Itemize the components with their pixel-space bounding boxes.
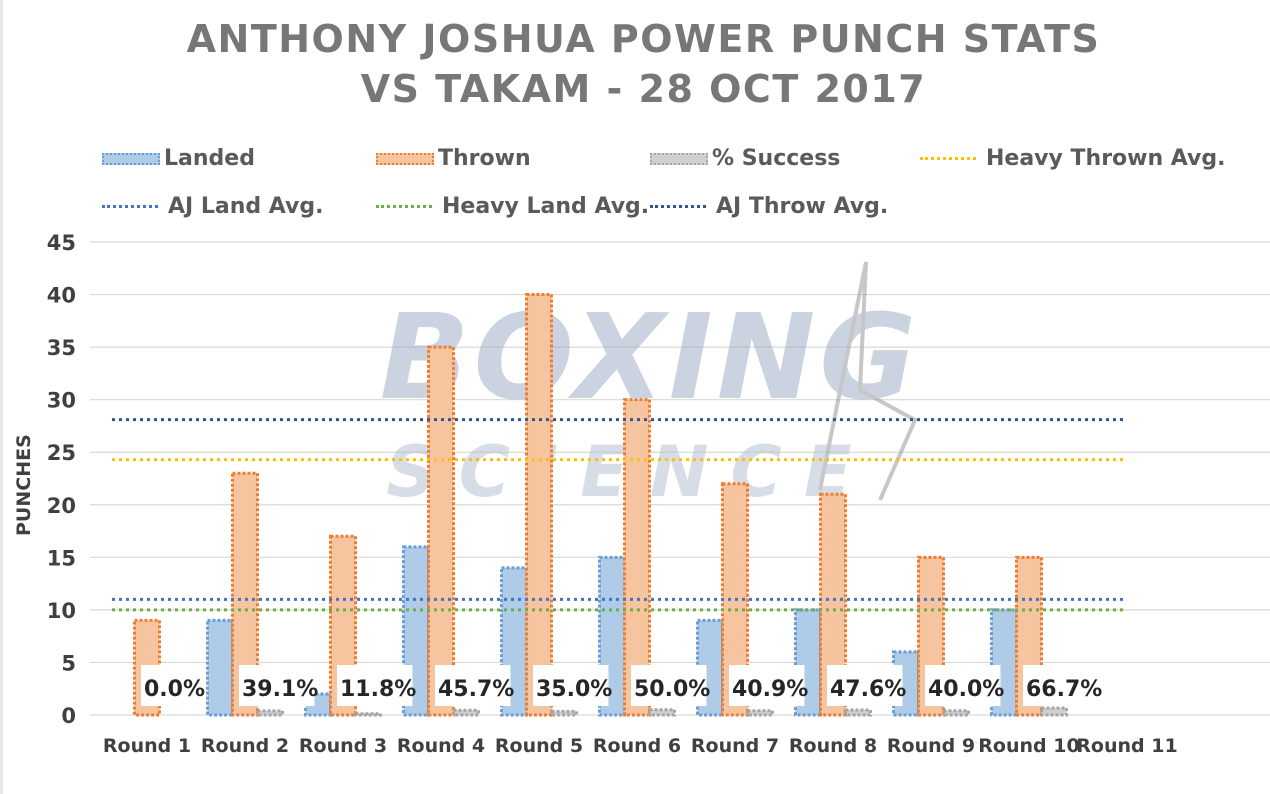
data-label: 11.8% — [340, 677, 416, 702]
data-label: 47.6% — [830, 677, 906, 702]
x-tick-label: Round 3 — [299, 735, 387, 757]
bar-success — [942, 709, 970, 717]
legend-item-landed: Landed — [102, 146, 255, 171]
data-label-box — [435, 665, 511, 706]
y-tick-label: 45 — [47, 231, 76, 255]
legend-line-aj-throw-avg — [650, 205, 706, 208]
x-tick-label: Round 11 — [1076, 735, 1177, 757]
reference-lines — [112, 418, 1124, 612]
bar-thrown — [525, 293, 553, 717]
bar-success — [452, 708, 480, 717]
data-label-box — [239, 665, 315, 706]
x-tick-label: Round 4 — [397, 735, 485, 757]
x-tick-label: Round 6 — [593, 735, 681, 757]
bar-landed — [206, 618, 234, 717]
bar-thrown — [427, 345, 455, 717]
chart-title-block: ANTHONY JOSHUA POWER PUNCH STATS VS TAKA… — [0, 14, 1270, 114]
gridlines — [90, 241, 1270, 716]
chart-subtitle: VS TAKAM - 28 OCT 2017 — [360, 67, 927, 111]
bar-success — [550, 709, 578, 717]
legend-item-thrown: Thrown — [376, 146, 531, 171]
legend-label-aj-throw-avg: AJ Throw Avg. — [716, 194, 889, 219]
bar-landed — [402, 545, 430, 717]
chart-title: ANTHONY JOSHUA POWER PUNCH STATS — [186, 17, 1101, 61]
data-label-box — [1023, 665, 1099, 706]
bar-success — [746, 709, 774, 717]
bars — [133, 293, 1068, 717]
bar-success — [648, 708, 676, 717]
data-label: 40.0% — [928, 677, 1004, 702]
data-label-box — [925, 665, 1001, 706]
x-tick-label: Round 9 — [887, 735, 975, 757]
data-label-box — [533, 665, 609, 706]
legend-item-aj-throw-avg: AJ Throw Avg. — [650, 194, 888, 219]
data-label-box — [337, 665, 413, 706]
x-tick-label: Round 2 — [201, 735, 289, 757]
legend-item-heavy-thrown-avg: Heavy Thrown Avg. — [920, 146, 1226, 171]
window-edge — [0, 0, 3, 794]
legend-line-heavy-land-avg — [376, 205, 432, 208]
legend-swatch-landed — [102, 152, 160, 165]
legend-label-thrown: Thrown — [438, 146, 531, 171]
y-tick-label: 5 — [61, 651, 76, 675]
y-tick-label: 15 — [47, 546, 76, 570]
legend-label-aj-land-avg: AJ Land Avg. — [168, 194, 324, 219]
bar-thrown — [623, 398, 651, 717]
data-label: 39.1% — [242, 677, 318, 702]
data-label: 35.0% — [536, 677, 612, 702]
data-label-box — [631, 665, 707, 706]
x-tick-label: Round 1 — [103, 735, 191, 757]
legend-label-heavy-thrown-avg: Heavy Thrown Avg. — [986, 146, 1226, 171]
bar-success — [256, 709, 284, 717]
data-label-box — [141, 665, 203, 706]
y-tick-label: 30 — [47, 389, 76, 413]
bar-success — [354, 712, 382, 717]
data-label: 50.0% — [634, 677, 710, 702]
legend-item-success: % Success — [650, 146, 840, 171]
y-tick-label: 40 — [47, 284, 76, 308]
legend-swatch-success — [650, 152, 708, 165]
legend-label-heavy-land-avg: Heavy Land Avg. — [442, 194, 650, 219]
legend-label-success: % Success — [712, 146, 841, 171]
bar-success — [844, 708, 872, 717]
legend-item-aj-land-avg: AJ Land Avg. — [102, 194, 324, 219]
x-tick-label: Round 8 — [789, 735, 877, 757]
y-tick-label: 20 — [47, 494, 76, 518]
x-tick-label: Round 7 — [691, 735, 779, 757]
data-label: 66.7% — [1026, 677, 1102, 702]
x-tick-label: Round 10 — [978, 735, 1079, 757]
data-label: 40.9% — [732, 677, 808, 702]
legend-item-heavy-land-avg: Heavy Land Avg. — [376, 194, 649, 219]
y-tick-label: 35 — [47, 336, 76, 360]
y-tick-label: 25 — [47, 441, 76, 465]
watermark-text-science: SCIENCE — [386, 431, 873, 513]
data-label: 45.7% — [438, 677, 514, 702]
data-label-box — [729, 665, 805, 706]
data-label: 0.0% — [144, 677, 205, 702]
legend-line-aj-land-avg — [102, 205, 158, 208]
y-tick-label: 10 — [47, 599, 76, 623]
y-axis-ticks: 0 5 10 15 20 25 30 35 40 45 — [47, 231, 76, 728]
y-tick-label: 0 — [61, 704, 76, 728]
data-labels: 0.0% 39.1% 11.8% 45.7% 35.0% 50.0% 40.9% 47.6% 4… — [141, 665, 1102, 706]
data-label-box — [827, 665, 903, 706]
legend-line-heavy-thrown-avg — [920, 157, 976, 160]
watermark-bolt-shape — [818, 261, 918, 501]
bar-success — [1040, 706, 1068, 717]
x-axis-ticks: Round 1 Round 2 Round 3 Round 4 Round 5 Round… — [103, 735, 1178, 757]
x-tick-label: Round 5 — [495, 735, 583, 757]
legend-label-landed: Landed — [164, 146, 255, 171]
legend-swatch-thrown — [376, 152, 434, 165]
